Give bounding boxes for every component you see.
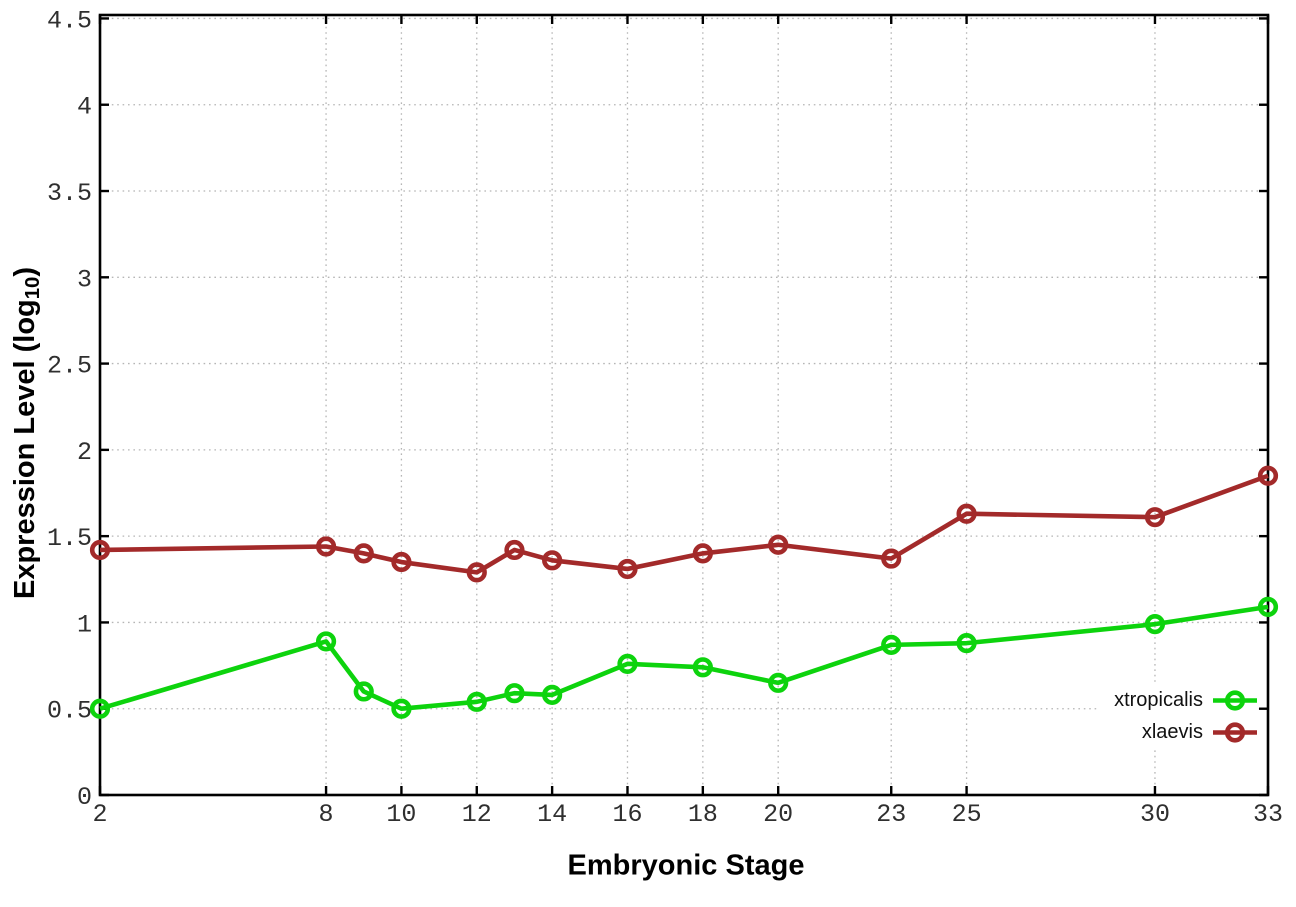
y-tick-label: 4 [77,93,92,122]
legend-item-xtropicalis: xtropicalis [1114,687,1258,714]
data-point-xlaevis [542,550,563,571]
data-point-xlaevis [1257,465,1279,486]
data-point-xtropicalis [353,681,374,702]
x-tick-label: 25 [952,800,982,829]
y-tick-label: 2 [77,438,92,467]
legend-sample-point [1224,722,1246,743]
data-point-xtropicalis [89,698,111,719]
x-tick-label: 20 [763,800,793,829]
x-axis-title: Embryonic Stage [567,849,805,882]
y-tick-label: 1.5 [47,524,92,553]
data-point-xtropicalis [768,672,789,693]
border-rect [98,13,1270,797]
legend-item-xlaevis: xlaevis [1142,719,1258,746]
data-point-xtropicalis [542,684,563,706]
gridlines [101,16,1267,794]
y-tick-label: 4.5 [47,6,92,35]
legend-label: xlaevis [1141,721,1203,743]
plot-border [98,13,1270,797]
data-point-xtropicalis [466,691,487,712]
y-axis-title-text: Expression Level (log [9,299,42,599]
data-point-xlaevis [353,543,374,564]
series-line-xlaevis [99,473,1269,575]
y-tick-labels: 0 0.5 1 1.5 2 2.5 3 3.5 4 4.5 [47,6,92,812]
data-point-xlaevis [466,562,487,583]
data-point-xtropicalis [1257,596,1279,618]
data-point-xlaevis [89,539,111,561]
y-tick-label: 1 [77,610,92,639]
y-tick-label: 0.5 [47,697,92,726]
data-point-xtropicalis [692,657,713,678]
data-point-xlaevis [1144,507,1166,528]
data-point-xtropicalis [504,683,525,704]
data-point-xtropicalis [315,631,337,652]
x-tick-label: 30 [1140,800,1170,829]
x-tick-labels: 2 8 10 12 14 16 18 20 23 25 30 33 [92,800,1283,829]
data-point-xtropicalis [391,698,412,719]
x-tick-label: 33 [1253,800,1283,829]
x-tick-label: 10 [386,800,416,829]
y-tick-label: 0 [77,783,92,812]
x-tick-label: 2 [92,800,107,829]
data-point-xlaevis [391,551,412,573]
y-axis-title-subscript: 10 [21,276,44,300]
data-point-xtropicalis [881,634,902,655]
y-tick-label: 2.5 [47,352,92,381]
x-tick-label: 14 [537,800,567,829]
line-circle-marker-icon [1213,690,1257,711]
data-point-xtropicalis [1144,614,1166,635]
x-tick-label: 23 [876,800,906,829]
data-point-xtropicalis [617,653,638,674]
x-tick-label: 16 [612,800,642,829]
y-axis-title: Expression Level (log10) [9,267,45,599]
x-tick-label: 18 [688,800,718,829]
legend-label: xtropicalis [1114,689,1203,711]
data-point-xlaevis [956,503,977,524]
legend: xtropicalis xlaevis [1100,684,1258,749]
y-axis-title-text: ) [9,267,42,277]
data-point-xlaevis [504,539,525,561]
line-circle-marker-icon [1213,722,1257,743]
data-point-xlaevis [881,548,902,569]
data-point-xlaevis [315,536,337,557]
y-tick-label: 3.5 [47,179,92,208]
series-xtropicalis [89,596,1279,719]
x-tick-label: 12 [462,800,492,829]
data-point-xlaevis [617,558,638,580]
y-tick-label: 3 [77,265,92,294]
data-point-xlaevis [692,543,713,564]
data-series [89,465,1279,719]
data-point-xlaevis [768,534,789,555]
data-point-xtropicalis [956,633,977,654]
legend-sample-point [1224,690,1246,711]
tick-marks [98,15,1270,797]
x-tick-label: 8 [319,800,334,829]
series-xlaevis [89,465,1279,583]
